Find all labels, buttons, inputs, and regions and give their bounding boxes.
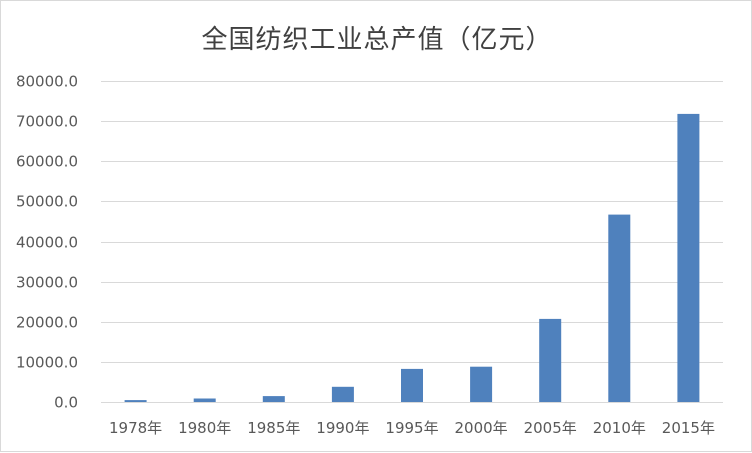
y-tick-label: 60000.0 [16,153,78,171]
x-tick-label: 2000年 [455,419,508,437]
y-tick-label: 50000.0 [16,193,78,211]
y-tick-label: 0.0 [54,394,78,412]
bar [470,366,493,402]
bar [677,113,700,403]
y-axis: 0.0 10000.0 20000.0 30000.0 40000.0 50000.0 60… [16,73,78,412]
x-tick-label: 1995年 [385,419,438,437]
y-tick-label: 70000.0 [16,113,78,131]
bar [262,396,285,402]
gridlines [101,81,723,403]
x-tick-label: 1990年 [316,419,369,437]
y-tick-label: 30000.0 [16,274,78,292]
bars [124,113,700,403]
bar [124,400,147,402]
bar [193,398,216,402]
y-tick-label: 10000.0 [16,354,78,372]
x-axis: 1978年 1980年 1985年 1990年 1995年 2000年 2005年 2010年… [109,419,715,437]
x-tick-label: 1985年 [247,419,300,437]
x-tick-label: 1980年 [178,419,231,437]
y-tick-label: 80000.0 [16,73,78,91]
chart-title: 全国纺织工业总产值（亿元） [201,25,553,55]
x-tick-label: 2005年 [524,419,577,437]
bar [539,318,562,402]
bar [401,368,423,402]
y-tick-label: 20000.0 [16,314,78,332]
x-tick-label: 2015年 [662,419,715,437]
bar [331,386,354,402]
x-tick-label: 1978年 [109,419,162,437]
y-tick-label: 40000.0 [16,234,78,252]
x-tick-label: 2010年 [593,419,646,437]
bar [608,214,631,402]
